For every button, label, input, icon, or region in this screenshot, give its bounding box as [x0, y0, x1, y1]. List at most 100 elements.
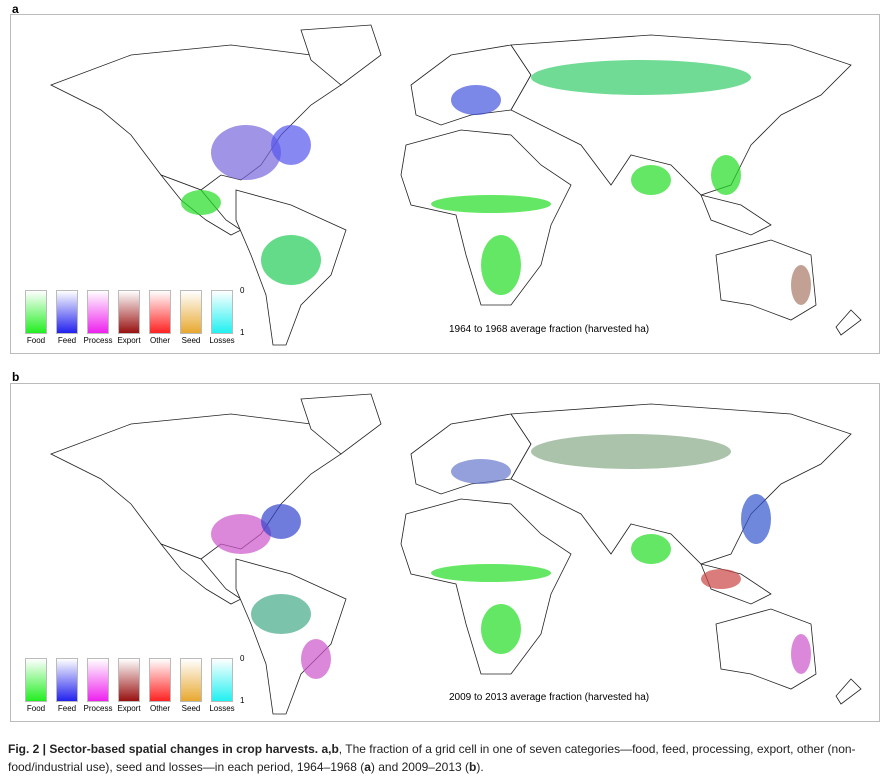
world-map-b — [50, 393, 862, 715]
legend-item-seed: Seed — [178, 658, 204, 713]
harvest-region — [261, 504, 301, 539]
harvest-region — [701, 569, 741, 589]
harvest-region — [451, 459, 511, 484]
legend-item-process: Process — [83, 290, 113, 345]
landmass-south-america — [235, 558, 347, 715]
legend-label: Export — [117, 704, 141, 713]
legend-swatch — [87, 658, 109, 702]
legend-a: Food Feed Process Export Other Seed Losses 0 1 — [23, 286, 250, 345]
harvest-region — [211, 514, 271, 554]
harvest-region — [791, 265, 811, 305]
legend-swatch — [180, 290, 202, 334]
legend-item-export: Export — [116, 658, 142, 713]
legend-label: Other — [149, 336, 170, 345]
landmass-asia — [510, 403, 852, 565]
legend-item-feed: Feed — [54, 290, 80, 345]
caption-text: , The fraction of a grid cell in one of … — [8, 742, 856, 774]
map-panel-b: Food Feed Process Export Other Seed Losses 0 1 2… — [10, 383, 880, 722]
harvest-region — [711, 155, 741, 195]
caption-ref-a: a — [364, 760, 371, 774]
legend-item-food: Food — [23, 658, 49, 713]
legend-item-losses: Losses — [209, 290, 235, 345]
scale-max: 1 — [240, 328, 245, 337]
legend-label: Seed — [181, 704, 201, 713]
landmass-greenland — [300, 393, 382, 455]
harvest-region — [431, 195, 551, 213]
legend-label: Losses — [209, 336, 235, 345]
harvest-region — [181, 190, 221, 215]
harvest-region — [741, 494, 771, 544]
harvest-region — [481, 235, 521, 295]
scale-min: 0 — [240, 654, 245, 663]
landmass-se-asia — [700, 194, 772, 236]
legend-swatch — [149, 658, 171, 702]
landmass-greenland — [300, 24, 382, 86]
harvest-region — [451, 85, 501, 115]
legend-item-feed: Feed — [54, 658, 80, 713]
legend-item-export: Export — [116, 290, 142, 345]
figure-caption: Fig. 2 | Sector-based spatial changes in… — [8, 740, 878, 776]
legend-label: Food — [26, 704, 46, 713]
landmass-new-zealand — [835, 309, 862, 336]
harvest-region — [301, 639, 331, 679]
landmass-north-america — [50, 44, 342, 191]
legend-swatch — [118, 290, 140, 334]
map-panel-a: Food Feed Process Export Other Seed Losses 0 1 1… — [10, 14, 880, 354]
landmass-central-america — [159, 543, 242, 605]
legend-label: Feed — [57, 704, 77, 713]
legend-label: Process — [83, 336, 113, 345]
harvest-region — [531, 60, 751, 95]
harvest-region — [251, 594, 311, 634]
harvest-region — [211, 125, 281, 180]
legend-label: Process — [83, 704, 113, 713]
legend-label: Feed — [57, 336, 77, 345]
harvest-region — [261, 235, 321, 285]
caption-ref-b: b — [469, 760, 477, 774]
legend-item-other: Other — [147, 290, 173, 345]
legend-swatch — [87, 290, 109, 334]
legend-item-process: Process — [83, 658, 113, 713]
legend-item-food: Food — [23, 290, 49, 345]
landmass-australia — [715, 239, 817, 321]
legend-swatch — [25, 658, 47, 702]
legend-label: Food — [26, 336, 46, 345]
legend-item-seed: Seed — [178, 290, 204, 345]
legend-swatch — [56, 658, 78, 702]
scale-max: 1 — [240, 696, 245, 705]
harvest-region — [481, 604, 521, 654]
landmass-north-america — [50, 413, 342, 560]
legend-swatch — [211, 658, 233, 702]
landmass-asia — [510, 34, 852, 196]
legend-label: Losses — [209, 704, 235, 713]
world-map-a — [50, 24, 862, 346]
legend-swatch — [56, 290, 78, 334]
legend-swatch — [25, 290, 47, 334]
harvest-region — [791, 634, 811, 674]
legend-item-other: Other — [147, 658, 173, 713]
landmass-africa — [400, 129, 572, 306]
landmass-australia — [715, 608, 817, 690]
legend-label: Other — [149, 704, 170, 713]
landmass-africa — [400, 498, 572, 675]
caption-title: Fig. 2 | Sector-based spatial changes in… — [8, 742, 319, 756]
panel-a-label: a — [12, 2, 19, 16]
legend-label: Seed — [181, 336, 201, 345]
harvest-region — [431, 564, 551, 582]
legend-b: Food Feed Process Export Other Seed Losses 0 1 — [23, 654, 250, 713]
legend-swatch — [211, 290, 233, 334]
harvest-region — [631, 534, 671, 564]
harvest-region — [631, 165, 671, 195]
harvest-region — [531, 434, 731, 469]
legend-swatch — [118, 658, 140, 702]
harvest-region — [271, 125, 311, 165]
caption-panels: a,b — [318, 742, 339, 756]
panel-b-label: b — [12, 370, 20, 384]
panel-a-title: 1964 to 1968 average fraction (harvested… — [449, 324, 650, 335]
caption-text: ). — [476, 760, 484, 774]
caption-text: ) and 2009–2013 ( — [370, 760, 470, 774]
legend-swatch — [180, 658, 202, 702]
legend-label: Export — [117, 336, 141, 345]
legend-item-losses: Losses — [209, 658, 235, 713]
